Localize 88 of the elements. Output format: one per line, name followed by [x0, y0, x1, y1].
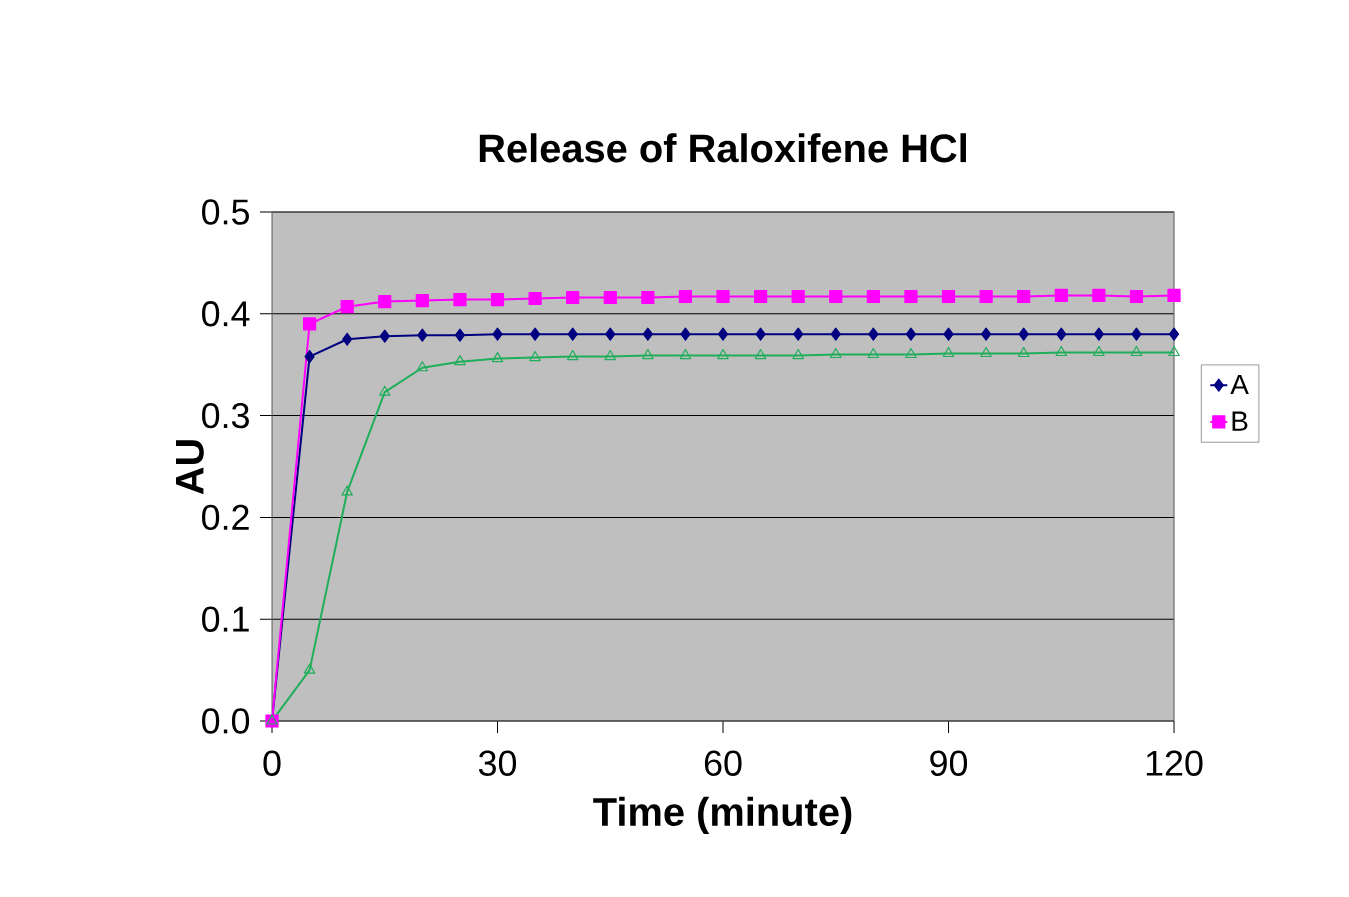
point	[642, 348, 654, 360]
point	[680, 327, 691, 341]
point	[904, 289, 918, 304]
point	[866, 289, 880, 304]
point	[754, 348, 767, 360]
point	[454, 328, 466, 342]
point	[791, 289, 805, 304]
point	[1055, 345, 1068, 357]
point	[341, 485, 353, 496]
y-tick-label: 0.5	[202, 199, 249, 225]
point	[868, 327, 879, 341]
point	[1131, 327, 1142, 341]
point	[1018, 327, 1029, 341]
point	[678, 289, 693, 304]
point	[491, 351, 504, 363]
point	[342, 332, 353, 346]
point	[378, 385, 391, 396]
x-tick-label: 90	[930, 750, 968, 776]
point	[642, 327, 653, 341]
legend-label: B	[1232, 411, 1248, 431]
point	[605, 327, 616, 341]
point	[566, 349, 579, 361]
y-tick-label: 0.2	[202, 504, 249, 531]
legend-label: A	[1230, 374, 1249, 395]
point	[528, 291, 542, 306]
point	[867, 347, 880, 359]
point	[529, 350, 541, 362]
point	[679, 348, 692, 360]
point	[1167, 288, 1181, 303]
point	[829, 289, 843, 304]
point	[1168, 345, 1180, 357]
point	[454, 355, 466, 366]
y-tick-label: 0.0	[202, 708, 250, 734]
y-tick-label: 0.1	[202, 606, 249, 632]
point	[943, 327, 954, 341]
point	[530, 327, 541, 341]
point	[417, 328, 428, 342]
point	[1093, 345, 1105, 357]
point	[641, 290, 655, 305]
x-tick-label: 120	[1146, 750, 1203, 776]
point	[980, 346, 992, 358]
point	[453, 292, 467, 307]
point	[1017, 289, 1031, 304]
point	[1056, 327, 1067, 341]
point	[378, 294, 392, 309]
x-axis-title: Time (minute)	[593, 796, 852, 834]
point	[304, 349, 315, 364]
point	[1054, 288, 1068, 303]
point	[492, 327, 503, 341]
point	[717, 348, 729, 360]
point	[1092, 288, 1106, 303]
point	[416, 361, 429, 372]
point	[379, 329, 390, 343]
point	[979, 289, 993, 304]
chart-title: Release of Raloxifene HCl	[479, 133, 966, 163]
y-axis-title: AU	[175, 440, 204, 495]
x-tick-label: 30	[478, 750, 517, 776]
point	[1168, 327, 1180, 341]
point	[716, 289, 730, 304]
point	[1129, 289, 1144, 304]
point	[340, 300, 354, 314]
point	[1093, 327, 1104, 341]
point	[793, 327, 804, 341]
y-tick-label: 0.4	[202, 301, 250, 327]
point	[1130, 345, 1143, 357]
point	[905, 347, 917, 359]
point	[830, 327, 841, 341]
point	[302, 317, 317, 331]
point	[905, 327, 917, 341]
point	[604, 349, 617, 361]
point	[981, 327, 992, 341]
point	[792, 348, 804, 360]
point	[717, 327, 729, 341]
point	[415, 293, 429, 308]
point	[603, 290, 617, 305]
point	[1017, 346, 1030, 358]
point	[829, 347, 842, 359]
point	[941, 289, 956, 304]
point	[755, 327, 766, 341]
x-tick-label: 0	[263, 750, 281, 776]
point	[303, 663, 316, 674]
y-tick-label: 0.3	[202, 402, 249, 429]
point	[754, 289, 768, 304]
point	[490, 292, 505, 307]
point	[942, 346, 955, 358]
point	[567, 327, 578, 341]
point	[566, 290, 580, 305]
x-tick-label: 60	[704, 750, 742, 776]
